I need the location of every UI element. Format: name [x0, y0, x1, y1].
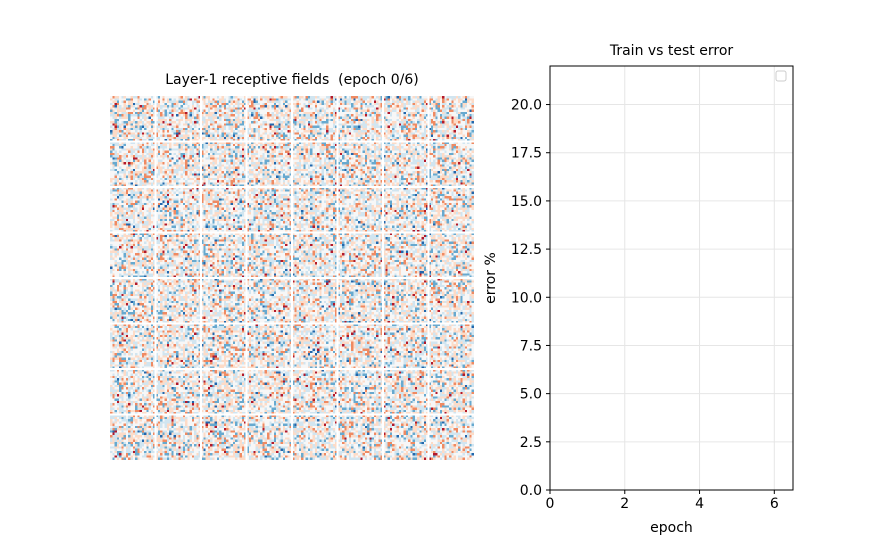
error-chart-title: Train vs test error — [609, 43, 734, 59]
y-tick-label: 15.0 — [511, 194, 542, 210]
x-tick-label: 0 — [546, 496, 555, 512]
chart-axes-frame — [549, 65, 794, 491]
y-tick-label: 12.5 — [511, 242, 542, 258]
y-tick-label: 0.0 — [520, 483, 542, 499]
x-tick-label: 2 — [620, 496, 629, 512]
x-tick-label: 6 — [770, 496, 779, 512]
y-tick-label: 20.0 — [511, 98, 542, 114]
receptive-fields-grid — [110, 96, 474, 460]
y-tick-label: 17.5 — [511, 146, 542, 162]
chart-gridlines — [549, 66, 793, 491]
y-axis-label: error % — [483, 252, 499, 304]
y-tick-label: 10.0 — [511, 290, 542, 306]
chart-legend — [775, 70, 787, 82]
chart-ticks: 0 2 4 6 0.0 2.5 5.0 7.5 10.0 12.5 15.0 17.5 20.0 — [511, 98, 779, 512]
y-tick-label: 7.5 — [520, 338, 542, 354]
x-tick-label: 4 — [695, 496, 704, 512]
y-tick-label: 2.5 — [520, 435, 542, 451]
x-axis-label: epoch — [650, 520, 693, 536]
y-tick-label: 5.0 — [520, 387, 542, 403]
receptive-fields-title: Layer-1 receptive fields (epoch 0/6) — [165, 72, 419, 88]
